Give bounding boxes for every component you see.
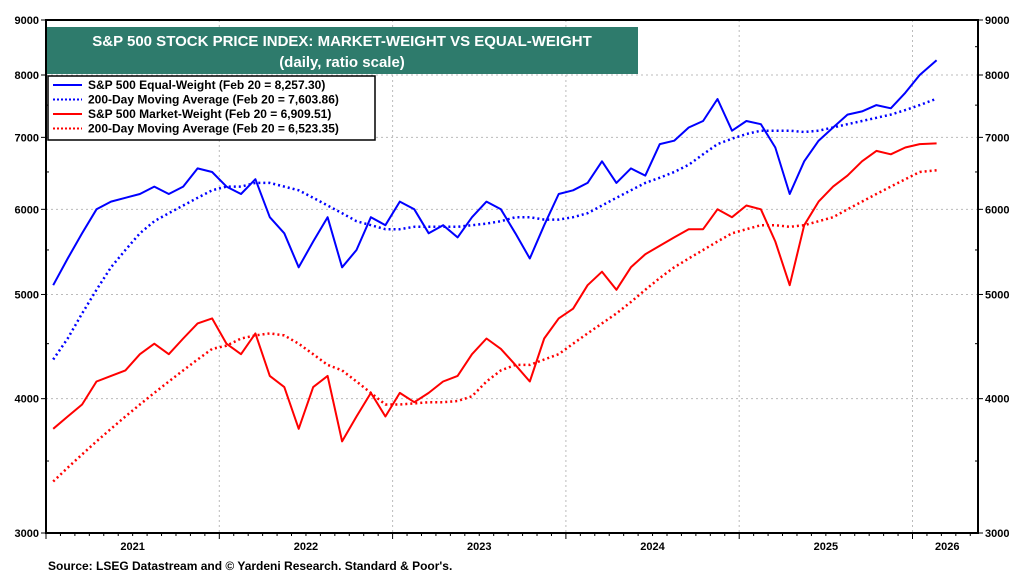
chart-subtitle: (daily, ratio scale) [279,54,405,71]
y-tick-label-left: 6000 [15,204,39,216]
title-box: S&P 500 STOCK PRICE INDEX: MARKET-WEIGHT… [47,27,638,74]
x-tick-label: 2025 [814,541,838,553]
legend-label-2: 200-Day Moving Average (Feb 20 = 7,603.8… [88,93,339,107]
series-line-4 [52,169,937,483]
series-line-3 [52,142,937,443]
title-background [47,27,638,74]
y-tick-label-left: 4000 [15,394,39,406]
series-layer [52,59,938,483]
source-note: Source: LSEG Datastream and © Yardeni Re… [48,559,452,573]
series-line-1 [52,59,938,286]
x-tick-label: 2024 [640,541,665,553]
legend-label-3: S&P 500 Market-Weight (Feb 20 = 6,909.51… [88,107,331,121]
y-tick-label-right: 8000 [985,70,1009,82]
x-tick-label: 2022 [294,541,318,553]
legend-label-1: S&P 500 Equal-Weight (Feb 20 = 8,257.30) [88,78,325,92]
y-tick-label-right: 4000 [985,394,1009,406]
y-tick-label-right: 5000 [985,289,1009,301]
y-tick-label-left: 5000 [15,289,39,301]
y-tick-label-right: 6000 [985,204,1009,216]
plot-frame [45,19,979,534]
axes: 3000 3000 4000 4000 5000 5000 6000 6000 7000 7000… [15,15,1010,553]
x-tick-label: 2021 [120,541,144,553]
x-tick-label: 2023 [467,541,491,553]
y-tick-label-left: 9000 [15,15,39,27]
x-tick-label: 2026 [935,541,959,553]
y-tick-label-left: 3000 [15,528,39,540]
legend: S&P 500 Equal-Weight (Feb 20 = 8,257.30)… [47,75,376,141]
y-tick-label-right: 3000 [985,528,1009,540]
series-line-2 [52,97,938,361]
y-tick-label-left: 7000 [15,132,39,144]
legend-box [47,75,376,141]
chart-title: S&P 500 STOCK PRICE INDEX: MARKET-WEIGHT… [92,33,592,50]
y-tick-label-right: 9000 [985,15,1009,27]
y-tick-label-right: 7000 [985,132,1009,144]
legend-label-4: 200-Day Moving Average (Feb 20 = 6,523.3… [88,122,339,136]
y-tick-label-left: 8000 [15,70,39,82]
